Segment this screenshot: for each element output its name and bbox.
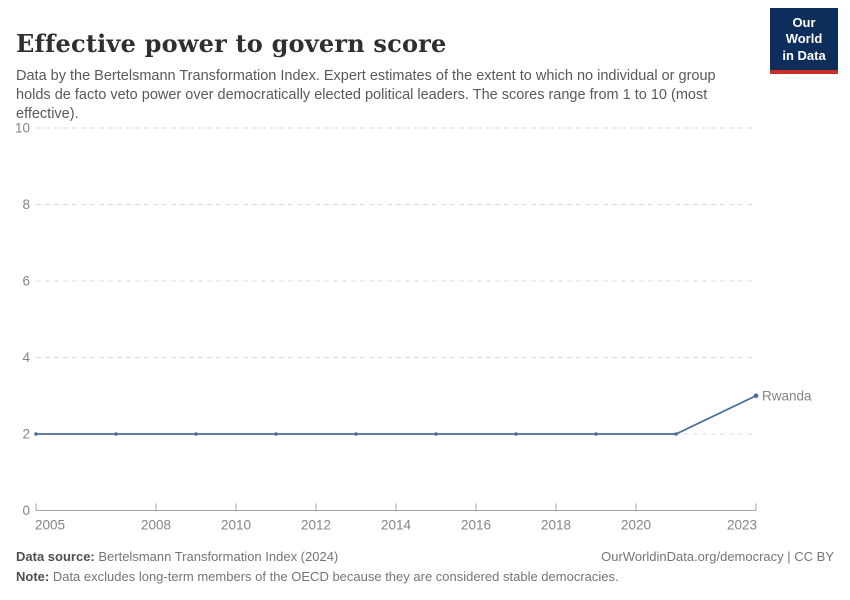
data-point-rwanda-2011: [274, 432, 278, 436]
data-point-rwanda-2015: [434, 432, 438, 436]
series-label-rwanda[interactable]: Rwanda: [762, 388, 812, 403]
y-tick-label-10: 10: [15, 121, 30, 136]
y-tick-label-4: 4: [22, 350, 30, 365]
data-source-label: Data source:: [16, 549, 95, 564]
x-tick-label-2005: 2005: [35, 518, 65, 533]
owid-logo-line1: Our World: [785, 15, 823, 47]
chart-subtitle: Data by the Bertelsmann Transformation I…: [16, 67, 716, 123]
x-tick-label-2018: 2018: [541, 518, 571, 533]
x-tick-label-2020: 2020: [621, 518, 651, 533]
data-point-rwanda-2005: [34, 432, 38, 436]
chart-title: Effective power to govern score: [16, 29, 447, 59]
x-tick-label-2016: 2016: [461, 518, 491, 533]
note-text: Data excludes long-term members of the O…: [49, 568, 619, 584]
y-tick-label-8: 8: [22, 197, 30, 212]
y-tick-label-6: 6: [22, 274, 30, 289]
x-tick-label-2010: 2010: [221, 518, 251, 533]
data-point-rwanda-2007: [114, 432, 118, 436]
owid-logo-red-strip: [770, 69, 838, 74]
owid-logo-line2: in Data: [782, 47, 826, 63]
data-point-rwanda-2013: [354, 432, 358, 436]
data-source-line: Data source: Bertelsmann Transformation …: [16, 547, 338, 567]
chart-footer: Data source: Bertelsmann Transformation …: [16, 547, 834, 586]
x-tick-label-2012: 2012: [301, 518, 331, 533]
note-line: Note: Data excludes long-term members of…: [16, 569, 619, 584]
data-point-rwanda-2021: [674, 432, 678, 436]
series-line-rwanda: [36, 394, 757, 435]
owid-cc-link[interactable]: OurWorldinData.org/democracy | CC BY: [601, 549, 834, 564]
data-point-rwanda-2009: [194, 432, 198, 436]
data-point-rwanda-2019: [594, 432, 598, 436]
owid-logo-box: Our World in Data: [770, 8, 838, 70]
data-source-text: Bertelsmann Transformation Index (2024): [94, 549, 339, 564]
owid-logo[interactable]: Our World in Data: [770, 8, 838, 74]
data-point-rwanda-2017: [514, 432, 518, 436]
note-label: Note:: [16, 568, 50, 584]
x-tick-label-2014: 2014: [381, 518, 412, 533]
y-tick-label-2: 2: [22, 427, 30, 442]
x-tick-label-2008: 2008: [141, 518, 171, 533]
y-tick-label-0: 0: [22, 503, 30, 518]
data-point-rwanda-2023: [753, 393, 759, 399]
x-tick-label-2023: 2023: [727, 518, 757, 533]
